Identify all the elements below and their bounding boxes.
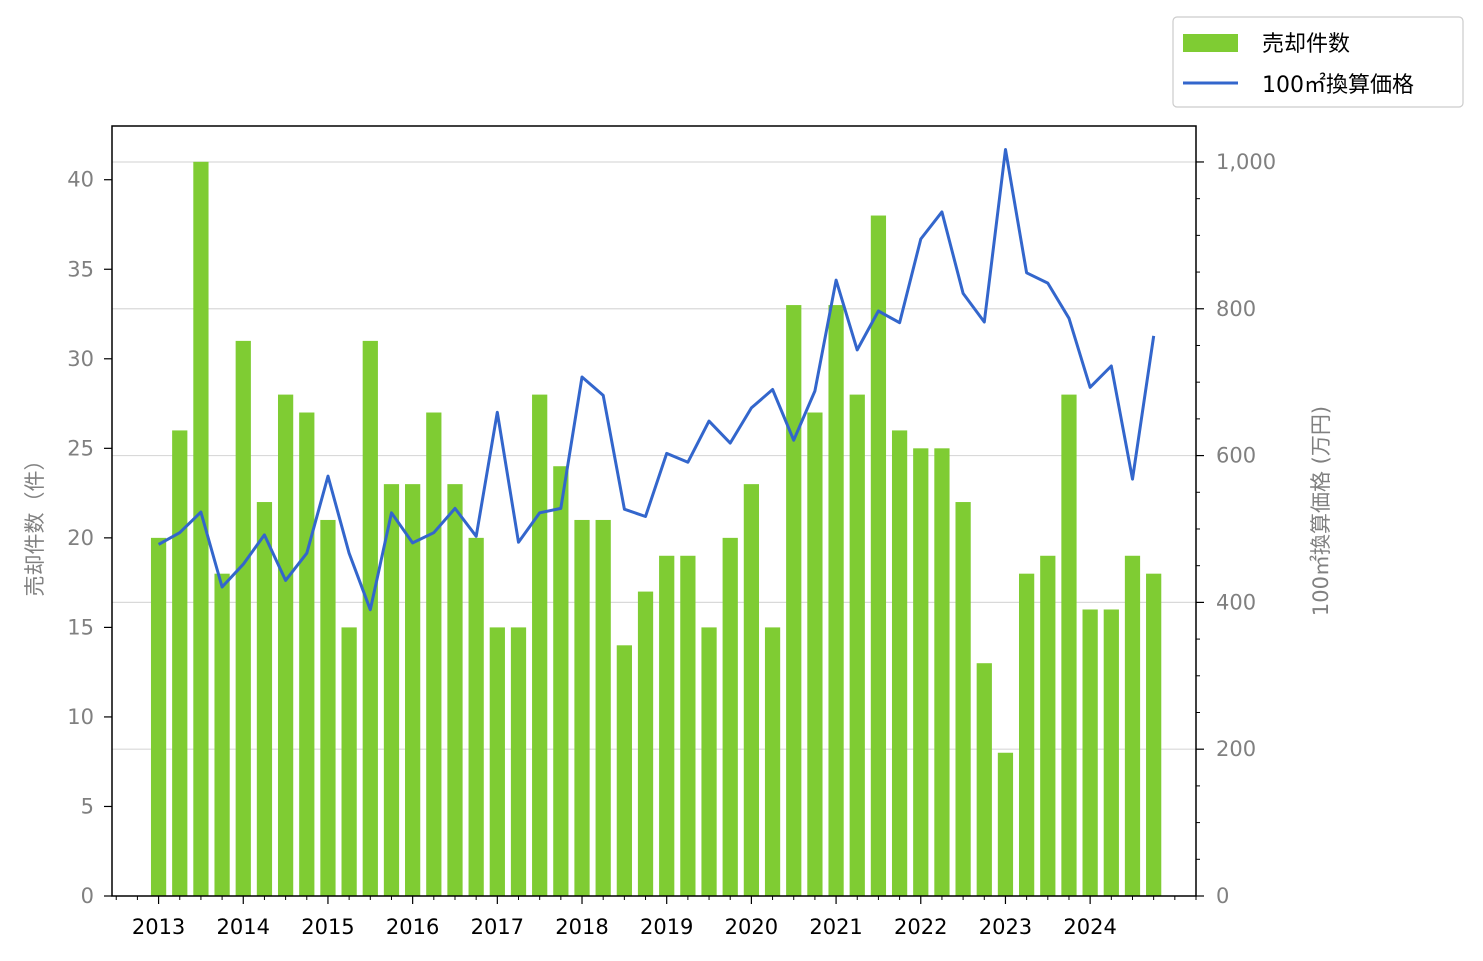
bar (468, 537, 484, 896)
bar (256, 502, 273, 896)
y-left-tick-label: 5 (81, 794, 94, 818)
bar (341, 627, 357, 896)
bar (955, 502, 971, 896)
y-left-tick-label: 0 (81, 884, 94, 908)
bar (1061, 394, 1077, 896)
x-tick-label: 2020 (725, 915, 778, 939)
price-line (157, 148, 1156, 612)
x-tick-label: 2017 (471, 915, 524, 939)
bar (786, 305, 802, 896)
bar (510, 627, 527, 896)
x-tick-label: 2021 (809, 915, 862, 939)
line-series (157, 148, 1156, 612)
bar (616, 645, 632, 896)
x-tick-label: 2019 (640, 915, 693, 939)
bar (574, 519, 590, 896)
bar (553, 466, 569, 896)
y-left-tick-label: 25 (67, 436, 94, 460)
bar (659, 555, 675, 896)
y-axis-left-title: 売却件数（件） (23, 450, 47, 597)
bar (320, 519, 336, 896)
bar (426, 412, 442, 896)
x-tick-label: 2023 (979, 915, 1032, 939)
bar (722, 537, 738, 896)
y-left-tick-label: 20 (67, 526, 94, 550)
x-axis: 2013 2014 2015 2016 2017 2018 2019 2020 2021 2022… (115, 896, 1197, 939)
bar (997, 752, 1014, 896)
bar (743, 484, 760, 896)
bar (870, 215, 887, 896)
bar (405, 484, 421, 896)
plot-frame (111, 125, 1197, 897)
bar (193, 161, 209, 896)
x-tick-label: 2014 (217, 915, 270, 939)
y-right-tick-label: 0 (1216, 884, 1229, 908)
bar (680, 555, 696, 896)
y-axis-left: 0 5 10 15 20 25 30 35 40 (67, 168, 112, 908)
y-left-tick-label: 10 (67, 705, 94, 729)
bar (976, 663, 992, 896)
legend: 売却件数 100㎡換算価格 (1172, 16, 1464, 108)
bar (447, 484, 463, 896)
legend-swatch-bars (1183, 34, 1238, 52)
bar (214, 573, 230, 896)
bar (362, 340, 378, 896)
y-left-tick-label: 15 (67, 615, 94, 639)
bar (1103, 609, 1119, 896)
bar (764, 627, 781, 896)
bar (637, 591, 654, 896)
x-tick-label: 2022 (894, 915, 947, 939)
bar (891, 430, 908, 896)
bar (235, 340, 251, 896)
bar (277, 394, 294, 896)
bar (172, 430, 188, 896)
bar (913, 448, 929, 896)
bar-series (150, 161, 1162, 896)
bar (1082, 609, 1098, 896)
bar (1124, 555, 1141, 896)
y-left-tick-label: 35 (67, 257, 94, 281)
y-right-tick-label: 1,000 (1216, 150, 1276, 174)
legend-box (1172, 16, 1464, 108)
y-right-tick-label: 400 (1216, 590, 1256, 614)
bar (807, 412, 823, 896)
bar (383, 484, 400, 896)
bar (1019, 573, 1035, 896)
y-left-tick-label: 30 (67, 347, 94, 371)
bar (532, 394, 548, 896)
bar (1040, 555, 1056, 896)
y-axis-right: 0 200 400 600 800 1,000 (1196, 150, 1276, 908)
bar (299, 412, 315, 896)
bar (828, 305, 844, 896)
bar (150, 537, 167, 896)
y-right-tick-label: 600 (1216, 444, 1256, 468)
x-tick-label: 2015 (301, 915, 354, 939)
x-tick-label: 2016 (386, 915, 439, 939)
legend-label-bars: 売却件数 (1262, 32, 1350, 57)
bar (934, 448, 950, 896)
y-right-tick-label: 800 (1216, 297, 1256, 321)
x-tick-label: 2013 (132, 915, 185, 939)
y-axis-right-title: 100㎡換算価格 (万円) (1309, 406, 1333, 616)
bar (701, 627, 717, 896)
x-tick-label: 2024 (1063, 915, 1116, 939)
x-tick-label: 2018 (555, 915, 608, 939)
bar (849, 394, 865, 896)
bar (595, 519, 611, 896)
legend-label-line: 100㎡換算価格 (1262, 72, 1414, 98)
bar (489, 627, 505, 896)
bar (1146, 573, 1162, 896)
y-right-tick-label: 200 (1216, 737, 1256, 761)
y-left-tick-label: 40 (67, 168, 94, 192)
